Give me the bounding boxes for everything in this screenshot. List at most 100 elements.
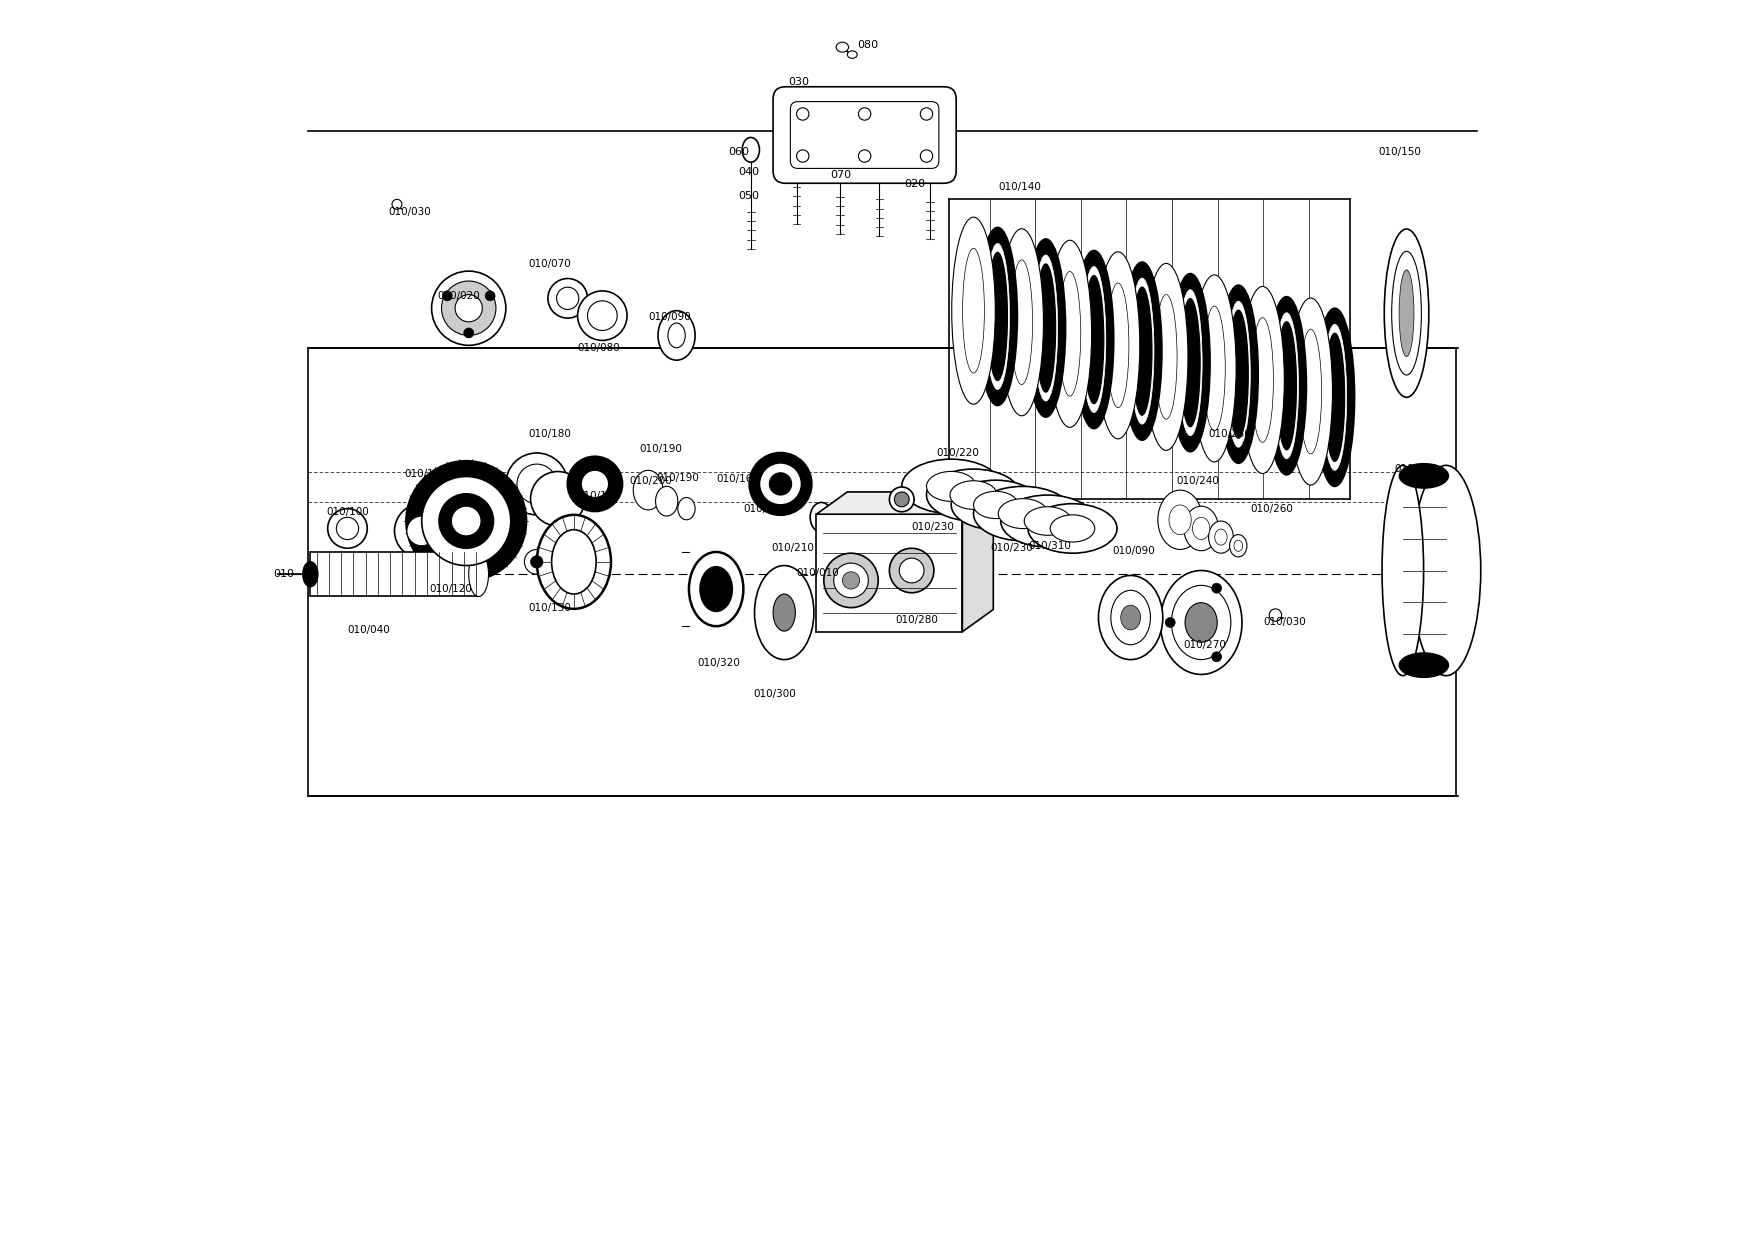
Text: 010/120: 010/120 (430, 584, 472, 594)
Ellipse shape (1186, 603, 1217, 642)
Ellipse shape (577, 291, 628, 341)
Ellipse shape (1400, 652, 1449, 677)
Ellipse shape (952, 217, 995, 404)
Ellipse shape (1412, 465, 1480, 676)
Ellipse shape (328, 508, 367, 548)
Circle shape (889, 487, 914, 512)
Ellipse shape (1010, 260, 1033, 384)
Ellipse shape (556, 288, 579, 310)
Text: 010/190: 010/190 (656, 472, 700, 482)
Ellipse shape (1300, 329, 1321, 454)
Ellipse shape (1028, 503, 1117, 553)
Polygon shape (816, 492, 993, 515)
Ellipse shape (1107, 283, 1130, 408)
Ellipse shape (407, 461, 526, 580)
Text: 010/220: 010/220 (937, 448, 979, 458)
Ellipse shape (1316, 309, 1354, 486)
Circle shape (824, 553, 879, 608)
Text: 010/230: 010/230 (991, 543, 1033, 553)
Ellipse shape (530, 556, 544, 568)
Polygon shape (963, 492, 993, 631)
Ellipse shape (517, 464, 556, 503)
Ellipse shape (1216, 529, 1228, 546)
Ellipse shape (926, 471, 975, 501)
Text: 010/190: 010/190 (640, 444, 682, 454)
Ellipse shape (774, 594, 795, 631)
Ellipse shape (837, 42, 849, 52)
Ellipse shape (988, 252, 1007, 381)
Ellipse shape (568, 456, 623, 511)
Ellipse shape (1161, 570, 1242, 675)
Ellipse shape (468, 552, 489, 596)
Ellipse shape (1130, 278, 1154, 424)
Circle shape (833, 563, 868, 598)
Ellipse shape (337, 517, 358, 539)
Text: 010/250: 010/250 (1209, 429, 1251, 439)
Text: 010/200: 010/200 (630, 476, 672, 486)
Text: 010/080: 010/080 (577, 342, 621, 353)
Text: 010/040: 010/040 (347, 625, 389, 635)
Text: 010/130: 010/130 (528, 603, 572, 613)
Ellipse shape (759, 463, 802, 505)
Ellipse shape (438, 494, 493, 548)
Text: 010/210: 010/210 (744, 503, 786, 513)
Text: 010/280: 010/280 (896, 615, 938, 625)
Ellipse shape (770, 472, 791, 495)
FancyBboxPatch shape (791, 102, 938, 169)
Ellipse shape (1002, 495, 1094, 547)
Text: 010/240: 010/240 (1177, 476, 1219, 486)
Ellipse shape (1203, 306, 1226, 430)
Ellipse shape (1179, 290, 1201, 435)
Ellipse shape (986, 243, 1010, 389)
Ellipse shape (1059, 272, 1080, 396)
Ellipse shape (1123, 262, 1161, 440)
Ellipse shape (1226, 301, 1251, 448)
Ellipse shape (1170, 274, 1210, 451)
Ellipse shape (1084, 275, 1103, 404)
Text: 010/300: 010/300 (752, 689, 796, 699)
Text: 010: 010 (274, 569, 295, 579)
Text: 010/290: 010/290 (1394, 464, 1437, 474)
Ellipse shape (1382, 465, 1424, 676)
Circle shape (858, 108, 870, 120)
Text: 010/090: 010/090 (649, 312, 691, 322)
Text: 010/310: 010/310 (1028, 541, 1070, 551)
Ellipse shape (1180, 299, 1200, 427)
Ellipse shape (451, 506, 481, 536)
Ellipse shape (1098, 575, 1163, 660)
Ellipse shape (1121, 605, 1140, 630)
Ellipse shape (951, 480, 1040, 529)
Ellipse shape (1172, 585, 1231, 660)
Ellipse shape (1400, 270, 1414, 356)
Ellipse shape (1096, 252, 1140, 439)
Circle shape (1212, 652, 1221, 662)
Ellipse shape (547, 279, 588, 319)
Ellipse shape (1193, 517, 1210, 539)
Circle shape (796, 150, 809, 162)
Text: 050: 050 (738, 191, 759, 201)
Circle shape (442, 291, 453, 301)
Text: 010/160: 010/160 (716, 474, 759, 484)
Circle shape (921, 108, 933, 120)
Polygon shape (816, 515, 963, 631)
Text: 010/090: 010/090 (1112, 546, 1154, 556)
Text: 010/140: 010/140 (998, 182, 1042, 192)
Polygon shape (310, 552, 479, 596)
Ellipse shape (1252, 317, 1273, 443)
Circle shape (1212, 583, 1221, 593)
Ellipse shape (1082, 267, 1105, 413)
Ellipse shape (588, 301, 617, 331)
Text: 010/030: 010/030 (1263, 618, 1305, 627)
Ellipse shape (530, 471, 586, 526)
Text: 060: 060 (728, 148, 749, 157)
Ellipse shape (1110, 590, 1151, 645)
Ellipse shape (1275, 312, 1298, 459)
Text: 010/110: 010/110 (405, 469, 447, 479)
Circle shape (858, 150, 870, 162)
Ellipse shape (658, 311, 695, 360)
FancyBboxPatch shape (774, 87, 956, 184)
Text: 070: 070 (830, 170, 851, 180)
Ellipse shape (973, 486, 1072, 541)
Circle shape (889, 548, 933, 593)
Ellipse shape (742, 138, 759, 162)
